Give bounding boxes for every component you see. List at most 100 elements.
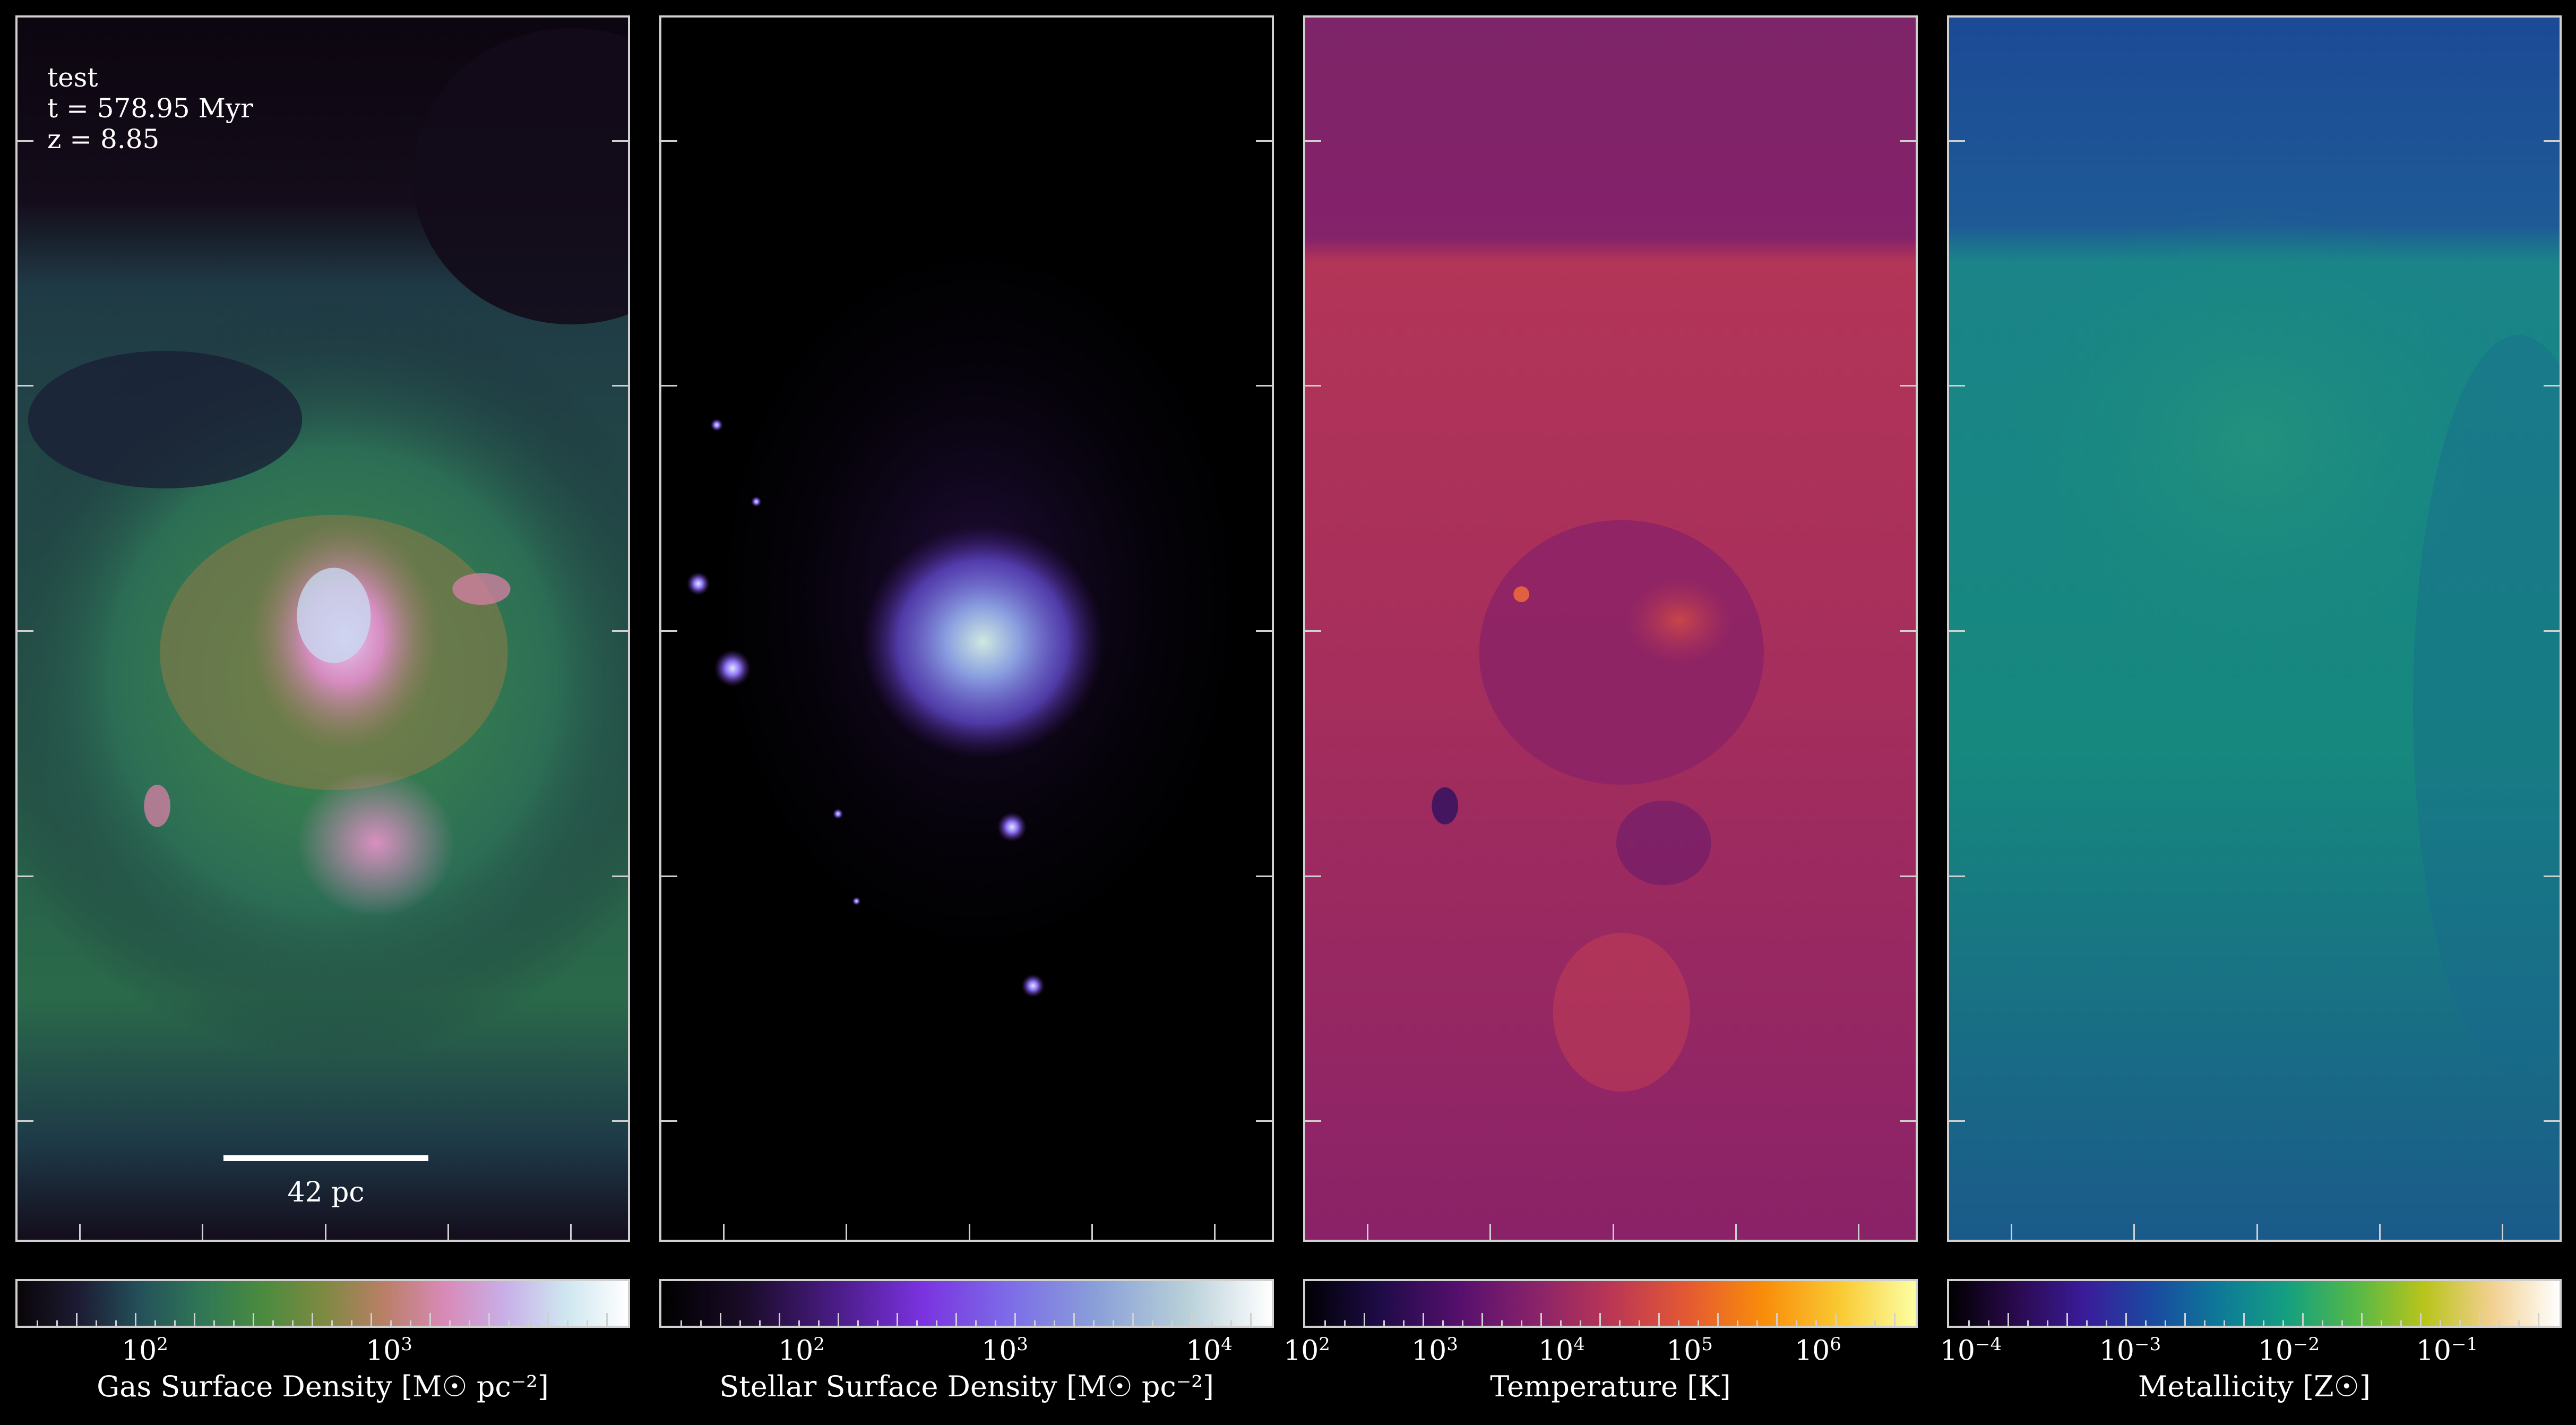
colorbar-minor-tick [759, 1320, 761, 1328]
frame-tick-bottom [2256, 1224, 2258, 1240]
frame-tick-bottom [1489, 1224, 1491, 1240]
colorbar-minor-tick [1403, 1320, 1405, 1328]
frame-tick-left [1305, 385, 1321, 387]
frame-tick-right [1256, 385, 1272, 387]
colorbar-minor-tick [1152, 1320, 1153, 1328]
colorbar-minor-tick [135, 1313, 136, 1328]
colorbar-minor-tick [312, 1313, 313, 1328]
temperature-tick-label-4: 106 [1795, 1334, 1841, 1367]
colorbar-minor-tick [1815, 1320, 1817, 1328]
frame-tick-right [612, 140, 628, 142]
colorbar-minor-tick [2224, 1320, 2225, 1328]
frame-tick-bottom [202, 1224, 203, 1240]
frame-tick-right [1900, 1120, 1916, 1122]
frame-tick-left [18, 385, 33, 387]
frame-tick-right [612, 1120, 628, 1122]
colorbar-minor-tick [2086, 1320, 2088, 1328]
colorbar-minor-tick [2125, 1313, 2127, 1328]
colorbar-minor-tick [410, 1320, 411, 1328]
colorbar-minor-tick [897, 1313, 898, 1328]
colorbar-minor-tick [1540, 1313, 1542, 1328]
colorbar-minor-tick [1481, 1313, 1483, 1328]
temperature-tick-label-1: 103 [1411, 1334, 1458, 1367]
metallicity-colorbar [1947, 1279, 2562, 1328]
colorbar-minor-tick [194, 1313, 195, 1328]
colorbar-minor-tick [2440, 1320, 2441, 1328]
frame-tick-bottom [969, 1224, 970, 1240]
colorbar-minor-tick [1639, 1320, 1640, 1328]
frame-tick-bottom [846, 1224, 847, 1240]
stellar-colorbar-gradient [661, 1281, 1272, 1326]
colorbar-minor-tick [995, 1320, 996, 1328]
colorbar-minor-tick [936, 1320, 937, 1328]
simulation-time: t = 578.95 Myr [47, 93, 253, 124]
frame-tick-left [1949, 630, 1965, 632]
frame-tick-left [661, 630, 677, 632]
colorbar-minor-tick [390, 1320, 392, 1328]
simulation-redshift: z = 8.85 [47, 124, 160, 154]
colorbar-minor-tick [1894, 1313, 1896, 1328]
frame-tick-right [2544, 140, 2560, 142]
frame-tick-bottom [447, 1224, 449, 1240]
colorbar-minor-tick [2322, 1320, 2323, 1328]
colorbar-minor-tick [449, 1320, 451, 1328]
colorbar-minor-tick [606, 1313, 608, 1328]
frame-tick-left [661, 1120, 677, 1122]
frame-tick-bottom [2011, 1224, 2012, 1240]
colorbar-minor-tick [2008, 1313, 2009, 1328]
colorbar-minor-tick [2027, 1320, 2029, 1328]
stellar-density-image [661, 18, 1272, 1240]
colorbar-minor-tick [587, 1320, 588, 1328]
frame-tick-left [1949, 385, 1965, 387]
frame-tick-bottom [570, 1224, 572, 1240]
temperature-colorbar [1303, 1279, 1918, 1328]
colorbar-minor-tick [1171, 1320, 1173, 1328]
colorbar-minor-tick [1054, 1320, 1055, 1328]
frame-tick-bottom [79, 1224, 81, 1240]
colorbar-minor-tick [371, 1313, 372, 1328]
gas-density-image [18, 18, 628, 1240]
stellar-colorbar-label: Stellar Surface Density [M☉ pc⁻²] [719, 1370, 1214, 1403]
colorbar-minor-tick [56, 1320, 58, 1328]
frame-tick-bottom [1214, 1224, 1216, 1240]
frame-tick-right [1256, 630, 1272, 632]
colorbar-minor-tick [567, 1320, 568, 1328]
frame-tick-bottom [1091, 1224, 1093, 1240]
temperature-tick-label-0: 102 [1283, 1334, 1330, 1367]
stellar-density-panel [659, 15, 1274, 1242]
frame-tick-right [1256, 140, 1272, 142]
colorbar-minor-tick [916, 1320, 918, 1328]
colorbar-minor-tick [469, 1320, 470, 1328]
colorbar-minor-tick [700, 1320, 702, 1328]
gas-colorbar-label: Gas Surface Density [M☉ pc⁻²] [97, 1370, 549, 1403]
colorbar-minor-tick [1580, 1320, 1581, 1328]
frame-tick-right [1256, 1120, 1272, 1122]
metallicity-colorbar-label: Metallicity [Z☉] [2138, 1370, 2371, 1403]
colorbar-minor-tick [292, 1320, 294, 1328]
colorbar-minor-tick [1034, 1320, 1036, 1328]
colorbar-minor-tick [2400, 1320, 2402, 1328]
temperature-image [1305, 18, 1916, 1240]
stellar-tick-label-1: 103 [981, 1334, 1028, 1367]
colorbar-minor-tick [1073, 1313, 1075, 1328]
metallicity-colorbar-gradient [1949, 1281, 2560, 1326]
colorbar-ticks [15, 1279, 630, 1328]
colorbar-minor-tick [272, 1320, 274, 1328]
colorbar-minor-tick [1014, 1313, 1016, 1328]
colorbar-minor-tick [2066, 1313, 2068, 1328]
colorbar-minor-tick [1658, 1313, 1660, 1328]
colorbar-minor-tick [154, 1320, 156, 1328]
frame-tick-bottom [1735, 1224, 1737, 1240]
colorbar-minor-tick [1132, 1313, 1134, 1328]
colorbar-minor-tick [877, 1320, 878, 1328]
colorbar-minor-tick [1776, 1313, 1778, 1328]
frame-tick-right [1900, 630, 1916, 632]
frame-tick-left [18, 140, 33, 142]
colorbar-minor-tick [1250, 1313, 1252, 1328]
metallicity-panel [1947, 15, 2562, 1242]
colorbar-minor-tick [1191, 1313, 1193, 1328]
colorbar-minor-tick [1324, 1320, 1326, 1328]
colorbar-minor-tick [1093, 1320, 1095, 1328]
colorbar-minor-tick [1855, 1320, 1856, 1328]
colorbar-minor-tick [488, 1313, 490, 1328]
